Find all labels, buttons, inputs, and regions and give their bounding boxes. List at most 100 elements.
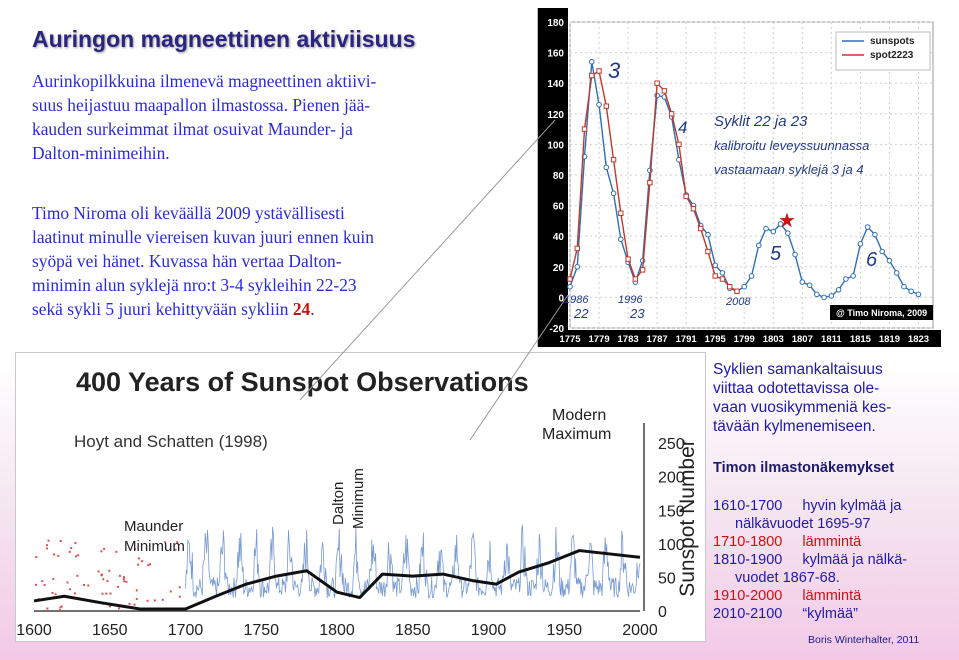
x-tick-label: 1850 bbox=[395, 622, 431, 639]
x-tick-label: 1950 bbox=[546, 622, 582, 639]
y-tick-label: 140 bbox=[547, 79, 564, 90]
x-tick-label: 1650 bbox=[92, 622, 128, 639]
sunspot-marker bbox=[51, 591, 54, 594]
handwritten-note: 1996 bbox=[618, 294, 643, 306]
paragraph-line: Aurinkopilkkuina ilmenevä magneettinen a… bbox=[32, 71, 377, 91]
x-tick-label: 2000 bbox=[622, 622, 658, 639]
sunspot-marker bbox=[169, 590, 172, 593]
climate-period: 2010-2100 “kylmää” bbox=[713, 605, 953, 623]
monthly-sunspot-trace bbox=[185, 524, 641, 599]
data-point-sunspots bbox=[719, 270, 726, 276]
sunspot-marker bbox=[54, 593, 57, 596]
slide-title: Auringon magneettinen aktiviisuus bbox=[32, 26, 416, 52]
sunspot-marker bbox=[176, 541, 179, 544]
sunspot-marker bbox=[74, 555, 77, 558]
copyright-badge bbox=[830, 305, 933, 320]
data-point-sunspots bbox=[821, 294, 827, 301]
copyright-label: @ Timo Niroma, 2009 bbox=[836, 308, 927, 318]
sunspot-marker bbox=[161, 598, 164, 601]
period-text: “kylmää” bbox=[802, 606, 858, 622]
data-point-spot2223 bbox=[690, 205, 697, 212]
climate-period: 1610-1700 hyvin kylmää ja bbox=[713, 497, 953, 515]
sunspot-observations-svg: 400 Years of Sunspot Observations Hoyt an… bbox=[16, 367, 699, 639]
sunspot-marker bbox=[122, 578, 125, 581]
sunspot-marker bbox=[46, 544, 49, 547]
data-point-sunspots bbox=[603, 164, 610, 171]
sunspot-marker bbox=[147, 564, 150, 567]
data-point-spot2223 bbox=[567, 276, 573, 282]
handwritten-note: 3 bbox=[608, 58, 621, 83]
paragraph-line: suus heijastuu maapallon ilmastossa. Pie… bbox=[32, 95, 371, 115]
data-point-sunspots bbox=[763, 225, 769, 232]
data-point-sunspots bbox=[596, 101, 602, 108]
sunspot-marker bbox=[105, 592, 108, 595]
x-tick-label: 1787 bbox=[647, 334, 668, 345]
sunspot-marker bbox=[100, 550, 103, 553]
note-line: Syklien samankaltaisuus bbox=[713, 361, 883, 378]
sunspot-marker bbox=[43, 584, 46, 587]
sunspot-marker bbox=[178, 595, 181, 598]
data-point-sunspots bbox=[618, 236, 624, 243]
data-point-spot2223 bbox=[574, 245, 580, 252]
sunspot-marker bbox=[123, 580, 126, 583]
handwritten-note: 2008 bbox=[725, 296, 751, 308]
x-tick-label: 1800 bbox=[319, 622, 355, 639]
sunspot-marker bbox=[146, 599, 149, 602]
maximum-label: Maximum bbox=[542, 426, 611, 443]
sunspot-marker bbox=[115, 550, 118, 553]
sunspot-marker bbox=[174, 548, 177, 551]
handwritten-note: kalibroitu leveyssuunnassa bbox=[714, 138, 869, 153]
x-tick-label: 1807 bbox=[792, 334, 813, 345]
data-point-sunspots bbox=[893, 270, 900, 276]
x-tick-label: 1799 bbox=[734, 334, 755, 345]
y-tick-label: 160 bbox=[547, 49, 564, 60]
y-tick-label: 250 bbox=[658, 436, 685, 453]
handwritten-note: Syklit 22 ja 23 bbox=[714, 113, 808, 130]
handwritten-note: 23 bbox=[629, 306, 645, 321]
period-text: kylmää ja nälkä- bbox=[802, 552, 908, 568]
dalton-minimum-label: Minimum bbox=[350, 468, 367, 529]
sunspot-marker bbox=[103, 547, 106, 550]
sunspot-marker bbox=[83, 583, 86, 586]
y-tick-label: 40 bbox=[553, 232, 565, 243]
sunspot-marker bbox=[108, 605, 111, 608]
climate-periods-list: 1610-1700 hyvin kylmää ja nälkävuodet 1695… bbox=[713, 497, 953, 623]
sunspot-marker bbox=[137, 563, 140, 566]
data-point-spot2223 bbox=[734, 288, 740, 294]
period-text: hyvin kylmää ja bbox=[802, 498, 902, 514]
right-notes: Syklien samankaltaisuus viittaa odotettav… bbox=[713, 360, 953, 623]
sunspot-marker bbox=[100, 574, 103, 577]
handwritten-note: vastaamaan syklejä 3 ja 4 bbox=[714, 162, 864, 177]
sunspot-marker bbox=[128, 602, 131, 605]
x-tick-label: 1819 bbox=[879, 334, 900, 345]
sunspot-marker bbox=[68, 588, 71, 591]
sunspot-marker bbox=[59, 540, 62, 543]
x-tick-label: 1900 bbox=[471, 622, 507, 639]
data-point-spot2223 bbox=[683, 193, 689, 200]
data-point-sunspots bbox=[806, 282, 813, 288]
data-point-sunspots bbox=[908, 288, 915, 295]
y-tick-label: 200 bbox=[658, 470, 685, 487]
data-point-sunspots bbox=[574, 264, 581, 270]
sunspot-marker bbox=[46, 607, 49, 610]
period-text: nälkävuodet 1695-97 bbox=[735, 516, 871, 532]
sunspot-marker bbox=[108, 569, 111, 572]
data-point-spot2223 bbox=[581, 126, 588, 132]
sunspot-marker bbox=[153, 599, 156, 602]
data-point-spot2223 bbox=[647, 179, 653, 186]
sunspot-observations-chart: 400 Years of Sunspot Observations Hoyt an… bbox=[15, 352, 706, 642]
x-tick-label: 1700 bbox=[168, 622, 204, 639]
data-point-sunspots bbox=[748, 273, 755, 279]
sunspot-marker bbox=[118, 607, 121, 610]
sunspot-marker bbox=[141, 560, 144, 563]
modern-label: Modern bbox=[552, 407, 606, 424]
dalton-label: Dalton bbox=[330, 482, 347, 525]
sunspot-marker bbox=[135, 597, 138, 600]
paragraph-line: syöpä vei hänet. Kuvassa hän vertaa Dalt… bbox=[32, 251, 342, 271]
data-point-sunspots bbox=[755, 242, 762, 249]
data-point-spot2223 bbox=[610, 157, 617, 163]
x-tick-label: 1779 bbox=[588, 334, 609, 345]
data-point-sunspots bbox=[886, 257, 893, 264]
data-point-sunspots bbox=[901, 283, 907, 290]
